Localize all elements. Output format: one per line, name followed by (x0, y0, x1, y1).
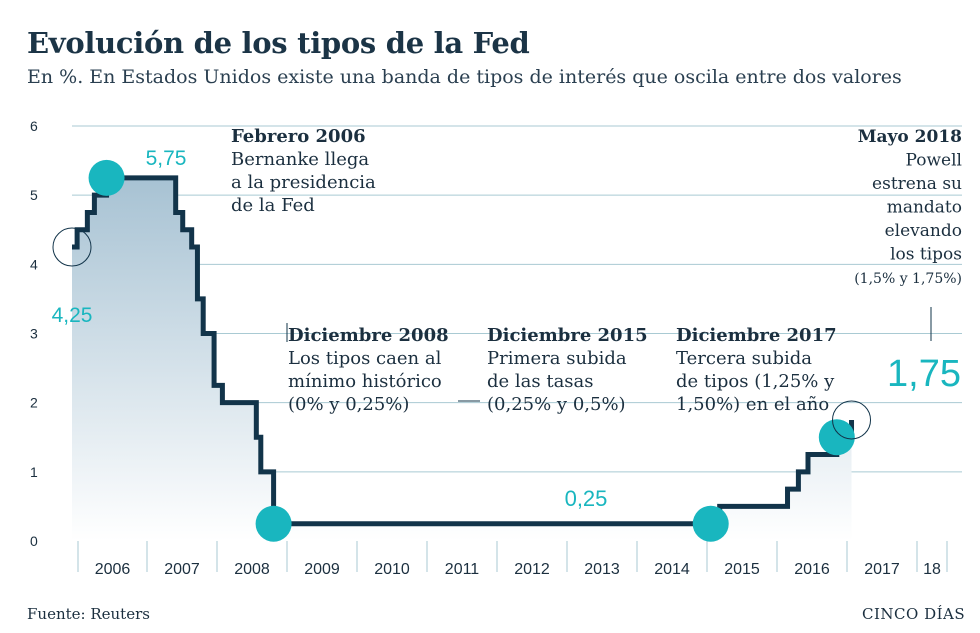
annotation-title: Febrero 2006 (231, 126, 366, 147)
rate-area-fill (72, 177, 852, 541)
y-tick-label: 6 (30, 118, 38, 134)
value-label: 4,25 (52, 304, 93, 327)
x-tick-label: 18 (923, 561, 941, 578)
annotation-line: de la Fed (231, 195, 315, 216)
annotation-title: Mayo 2018 (858, 127, 962, 147)
chart-subtitle: En %. En Estados Unidos existe una banda… (27, 66, 902, 88)
source-note: Fuente: Reuters (27, 605, 150, 623)
annotation-line: Primera subida (487, 348, 627, 369)
annotation-line: de las tasas (487, 371, 594, 392)
annotation-title: Diciembre 2008 (288, 325, 449, 346)
brand-label: CINCO DÍAS (862, 605, 966, 623)
value-label: 0,25 (565, 486, 608, 511)
y-tick-label: 2 (30, 395, 38, 411)
y-tick-label: 1 (30, 464, 38, 480)
x-tick-label: 2009 (304, 561, 340, 578)
annotation-line: (0,25% y 0,5%) (487, 394, 626, 415)
annotation-line: mandato (887, 198, 962, 218)
y-tick-label: 4 (30, 256, 38, 272)
annotation-line: de tipos (1,25% y (676, 371, 835, 392)
annotation-line: elevando (885, 221, 962, 241)
highlight-marker-diciembre-2017 (818, 419, 855, 456)
x-tick-label: 2006 (95, 561, 131, 578)
annotation-line: (1,5% y 1,75%) (854, 271, 962, 287)
chart-title: Evolución de los tipos de la Fed (27, 26, 530, 60)
annotation-line: Bernanke llega (231, 149, 369, 170)
y-tick-label: 0 (30, 533, 38, 549)
value-label: 5,75 (146, 147, 187, 170)
highlight-marker-febrero-2006 (88, 159, 125, 196)
x-tick-label: 2011 (445, 561, 480, 578)
annotation-line: 1,50%) en el año (676, 394, 829, 415)
x-tick-label: 2008 (234, 561, 270, 578)
x-tick-label: 2014 (654, 561, 690, 578)
x-tick-label: 2016 (794, 561, 830, 578)
x-tick-label: 2010 (374, 561, 410, 578)
x-tick-label: 2012 (514, 561, 550, 578)
x-tick-label: 2013 (584, 561, 620, 578)
y-tick-label: 5 (30, 187, 38, 203)
y-tick-label: 3 (30, 326, 38, 342)
annotation-line: estrena su (872, 174, 962, 194)
annotation-line: a la presidencia (231, 172, 376, 193)
annotation-title: Diciembre 2017 (676, 325, 837, 346)
annotation-line: los tipos (890, 245, 962, 265)
x-tick-label: 2015 (724, 561, 760, 578)
annotation-line: Los tipos caen al (288, 348, 442, 369)
annotation-line: (0% y 0,25%) (288, 394, 409, 415)
annotation-line: Powell (906, 151, 962, 171)
annotation-title: Diciembre 2015 (487, 325, 648, 346)
annotation-line: mínimo histórico (288, 371, 442, 392)
highlight-marker-inicio-4-25 (52, 227, 92, 267)
highlight-marker-diciembre-2015 (692, 505, 729, 542)
highlight-marker-diciembre-2008 (255, 505, 292, 542)
x-tick-label: 2007 (164, 561, 200, 578)
x-tick-label: 2017 (864, 561, 900, 578)
annotation-line: Tercera subida (676, 348, 812, 369)
highlight-marker-mayo-2018 (832, 400, 872, 440)
value-label: 1,75 (887, 353, 961, 395)
annotation-mayo-2018: Mayo 2018 Powell estrena su mandato elevando… (854, 127, 962, 287)
